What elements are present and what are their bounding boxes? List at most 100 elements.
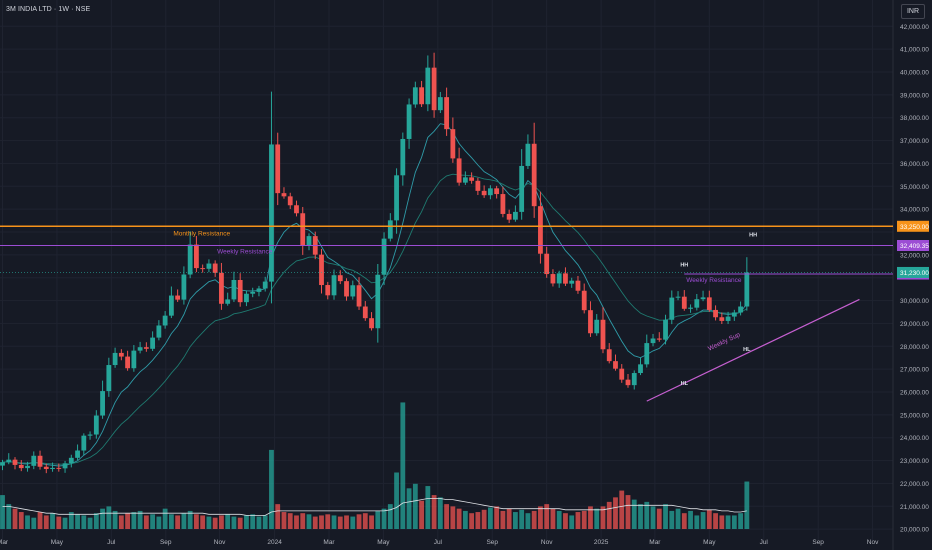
candle[interactable]: [513, 205, 518, 222]
candle-body[interactable]: [137, 347, 143, 351]
candle-body[interactable]: [131, 350, 137, 369]
candle[interactable]: [344, 278, 349, 301]
candle-body[interactable]: [569, 280, 575, 284]
candle-body[interactable]: [281, 193, 287, 197]
candle[interactable]: [600, 307, 606, 354]
candle-body[interactable]: [594, 319, 600, 334]
candle[interactable]: [719, 312, 725, 324]
candle[interactable]: [231, 271, 237, 303]
candle[interactable]: [106, 357, 112, 397]
candle-body[interactable]: [344, 281, 349, 297]
candle[interactable]: [294, 200, 299, 217]
candle[interactable]: [12, 457, 18, 470]
candle-body[interactable]: [106, 365, 112, 392]
candle-body[interactable]: [650, 338, 656, 344]
candle-body[interactable]: [81, 435, 87, 451]
candle[interactable]: [181, 266, 187, 305]
candle-body[interactable]: [400, 138, 406, 176]
candle-body[interactable]: [68, 457, 74, 464]
candle-body[interactable]: [362, 306, 368, 319]
candle[interactable]: [175, 289, 181, 302]
candle-body[interactable]: [544, 253, 550, 275]
candle[interactable]: [350, 280, 356, 300]
candle[interactable]: [569, 277, 575, 288]
candle-body[interactable]: [381, 238, 387, 275]
candle[interactable]: [556, 270, 562, 288]
currency-button[interactable]: INR: [901, 4, 925, 19]
candle-body[interactable]: [350, 285, 356, 297]
candle[interactable]: [419, 80, 424, 107]
candle-body[interactable]: [369, 318, 374, 329]
candle[interactable]: [581, 283, 587, 314]
candle-body[interactable]: [738, 306, 743, 313]
candle[interactable]: [281, 187, 287, 199]
candle-body[interactable]: [719, 317, 725, 321]
candle-body[interactable]: [337, 275, 343, 282]
candle[interactable]: [150, 331, 156, 352]
candle[interactable]: [713, 305, 718, 321]
candle[interactable]: [563, 267, 568, 286]
candle[interactable]: [356, 277, 362, 310]
candle[interactable]: [219, 262, 224, 310]
candle-body[interactable]: [287, 196, 293, 206]
candle-body[interactable]: [581, 290, 587, 311]
candle[interactable]: [56, 463, 62, 472]
candle-body[interactable]: [531, 143, 537, 207]
candle[interactable]: [444, 87, 450, 136]
candle-body[interactable]: [513, 211, 518, 220]
candle[interactable]: [619, 364, 625, 383]
candle-body[interactable]: [87, 434, 93, 436]
candle-body[interactable]: [225, 299, 231, 304]
candle[interactable]: [300, 206, 306, 255]
candle-body[interactable]: [250, 291, 256, 294]
candle-body[interactable]: [300, 213, 306, 246]
candle[interactable]: [100, 380, 105, 419]
candle[interactable]: [31, 451, 37, 470]
candlesticks[interactable]: [0, 52, 750, 474]
candle-body[interactable]: [212, 263, 218, 273]
candle[interactable]: [37, 450, 43, 470]
candle[interactable]: [675, 291, 681, 301]
candle[interactable]: [112, 347, 118, 368]
candle[interactable]: [287, 192, 293, 210]
candle[interactable]: [331, 269, 337, 300]
candle[interactable]: [425, 55, 431, 112]
candle[interactable]: [43, 463, 49, 474]
candle[interactable]: [437, 91, 443, 114]
candle[interactable]: [244, 290, 249, 307]
candle-body[interactable]: [713, 309, 718, 318]
candle[interactable]: [143, 342, 149, 352]
candle-body[interactable]: [256, 288, 262, 292]
candle-body[interactable]: [331, 275, 337, 296]
candle-body[interactable]: [500, 194, 506, 214]
candle[interactable]: [450, 117, 456, 163]
candle[interactable]: [744, 257, 750, 311]
candle-body[interactable]: [356, 285, 362, 307]
candle-body[interactable]: [431, 67, 437, 111]
candle[interactable]: [137, 341, 143, 354]
candle[interactable]: [0, 459, 5, 471]
candle-body[interactable]: [93, 415, 99, 435]
horizontal-levels[interactable]: Monthly Resistance Weekly Resistance Weekl…: [0, 225, 893, 402]
candle[interactable]: [212, 260, 218, 277]
candle-body[interactable]: [412, 87, 418, 105]
candle[interactable]: [168, 286, 174, 319]
candle[interactable]: [550, 269, 556, 287]
candle-body[interactable]: [731, 312, 737, 317]
candle-body[interactable]: [62, 463, 68, 469]
candle[interactable]: [519, 149, 525, 220]
candle-body[interactable]: [694, 299, 700, 308]
candle[interactable]: [162, 311, 168, 329]
candle[interactable]: [500, 186, 506, 218]
candle-body[interactable]: [156, 325, 162, 338]
candle-body[interactable]: [456, 158, 462, 183]
candle[interactable]: [481, 185, 487, 198]
candle[interactable]: [588, 301, 593, 337]
candle[interactable]: [625, 374, 631, 388]
candle[interactable]: [538, 191, 543, 264]
weekly-support-trendline[interactable]: [646, 298, 860, 402]
candle-body[interactable]: [56, 467, 62, 469]
candle-body[interactable]: [638, 364, 643, 374]
candle[interactable]: [531, 122, 537, 218]
